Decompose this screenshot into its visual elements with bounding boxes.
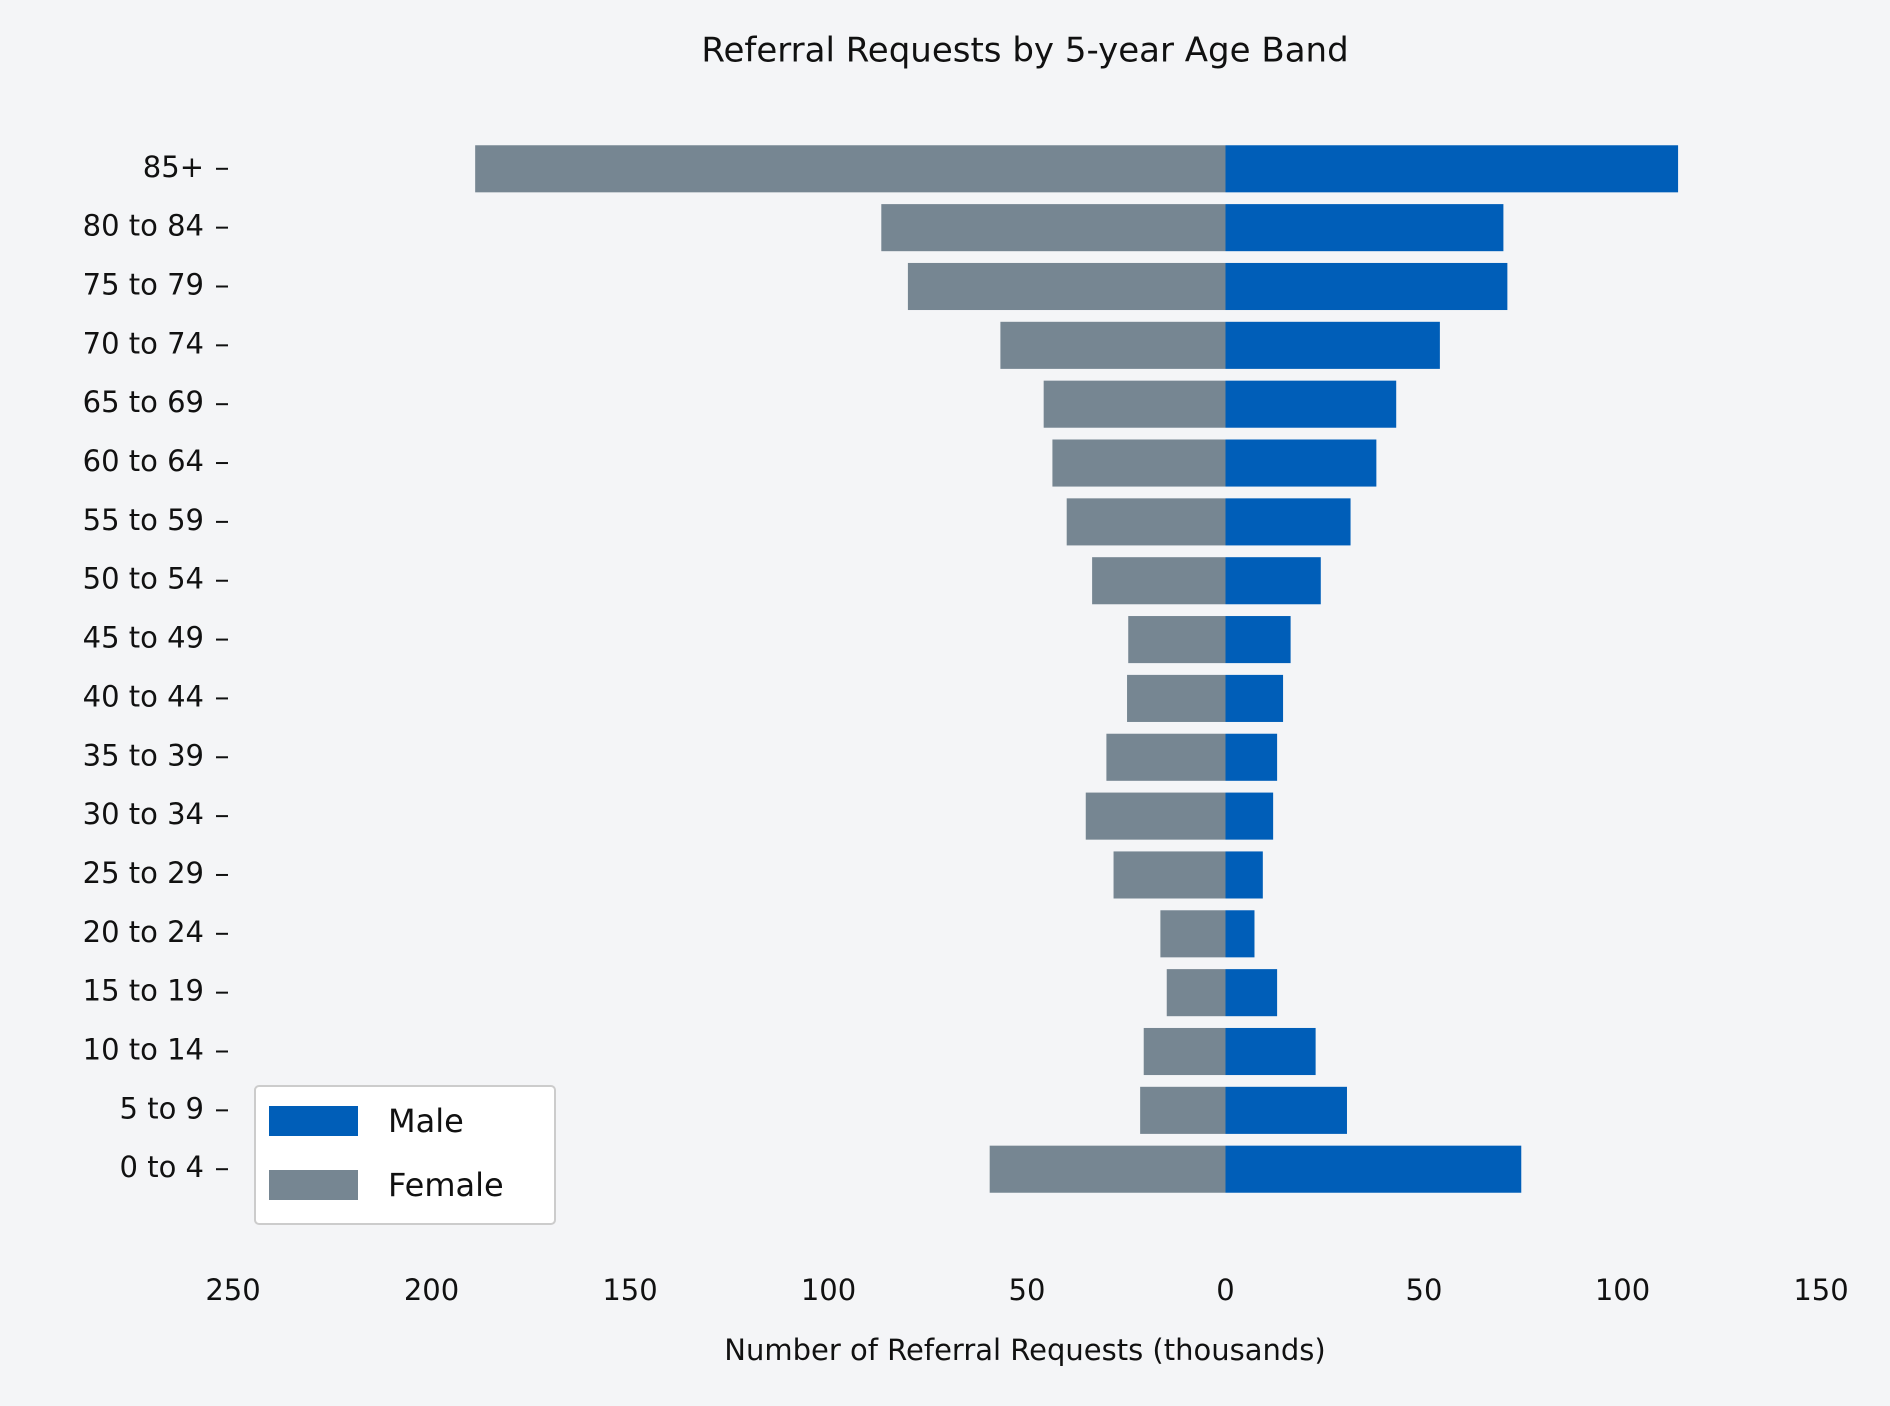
bar [1225, 674, 1284, 722]
x-tick-label: 100 [801, 1273, 856, 1307]
bar [1225, 1145, 1522, 1193]
y-tick-label: 55 to 59 [83, 503, 204, 537]
bar [1225, 380, 1397, 428]
bar [1225, 733, 1278, 781]
bar [1000, 321, 1226, 369]
x-tick-label: 200 [404, 1273, 459, 1307]
y-tick-label: 35 to 39 [83, 738, 204, 772]
bar [1225, 1027, 1316, 1076]
y-tick-label: 80 to 84 [83, 209, 204, 243]
bar [1225, 910, 1255, 958]
bar [1128, 616, 1226, 664]
bar [1092, 557, 1226, 605]
y-tick-label: 85+ [143, 150, 204, 184]
bar [1085, 792, 1226, 840]
bar [1225, 969, 1278, 1017]
bar [1225, 439, 1377, 487]
bar [1225, 498, 1351, 546]
y-tick-label: 60 to 64 [83, 444, 204, 478]
bar [907, 262, 1226, 311]
bar [881, 204, 1226, 252]
bar [1225, 321, 1440, 369]
y-tick-label: 75 to 79 [83, 267, 204, 301]
bar [1143, 1027, 1226, 1076]
y-tick-label: 20 to 24 [83, 915, 204, 949]
bar [1225, 262, 1508, 311]
x-tick-label: 250 [205, 1273, 260, 1307]
bar [1225, 616, 1291, 664]
y-tick-label: 10 to 14 [83, 1033, 204, 1067]
x-tick-label: 50 [1406, 1273, 1443, 1307]
y-tick-label: 70 to 74 [83, 326, 204, 360]
legend-label: Male [388, 1102, 464, 1140]
x-tick-label: 50 [1009, 1273, 1046, 1307]
bar [1106, 733, 1226, 781]
legend-swatch [269, 1106, 358, 1136]
y-tick-label: 15 to 19 [83, 974, 204, 1008]
y-tick-label: 30 to 34 [83, 797, 204, 831]
bar [1225, 557, 1321, 605]
y-tick-label: 65 to 69 [83, 385, 204, 419]
bar [1225, 1086, 1347, 1134]
bar [475, 145, 1226, 193]
bar [1127, 674, 1226, 722]
y-tick-label: 5 to 9 [120, 1091, 204, 1125]
y-tick-label: 45 to 49 [83, 621, 204, 655]
bar [1225, 792, 1274, 840]
x-axis-label: Number of Referral Requests (thousands) [724, 1333, 1325, 1367]
bar [1113, 851, 1226, 899]
bar [1043, 380, 1226, 428]
bar [1225, 851, 1263, 899]
bar [1225, 204, 1504, 252]
y-tick-label: 50 to 54 [83, 562, 204, 596]
x-tick-label: 0 [1216, 1273, 1234, 1307]
x-tick-label: 100 [1595, 1273, 1650, 1307]
y-tick-label: 0 to 4 [120, 1150, 204, 1184]
x-tick-label: 150 [1793, 1273, 1848, 1307]
x-tick-label: 150 [602, 1273, 657, 1307]
chart-title: Referral Requests by 5-year Age Band [701, 31, 1348, 71]
legend-swatch [269, 1170, 358, 1200]
legend-label: Female [388, 1166, 504, 1204]
bar [1052, 439, 1226, 487]
bar [1066, 498, 1226, 546]
bar [1166, 969, 1226, 1017]
bar [1160, 910, 1226, 958]
bar [1140, 1086, 1226, 1134]
y-tick-label: 40 to 44 [83, 679, 204, 713]
bar [1225, 145, 1679, 193]
bar [989, 1145, 1226, 1193]
y-tick-label: 25 to 29 [83, 856, 204, 890]
